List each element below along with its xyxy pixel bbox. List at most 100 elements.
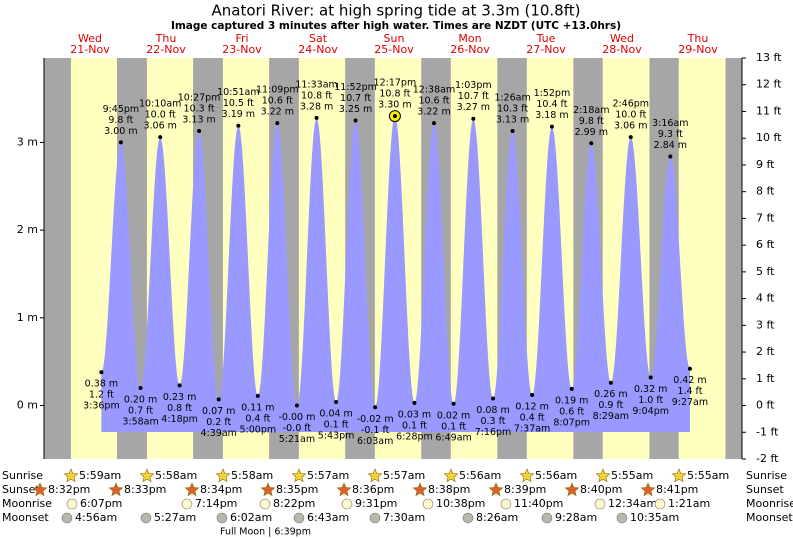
sunset-time: 8:33pm [124, 483, 166, 496]
day-date: 23-Nov [222, 43, 262, 56]
sunrise-time: 5:55am [687, 469, 729, 482]
moonrise-time: 10:38pm [436, 497, 485, 510]
moonset-icon [140, 512, 152, 524]
extreme-dot [530, 393, 535, 398]
moonrise-time: 12:34am [608, 497, 657, 510]
extreme-label: 12:17pm [374, 78, 417, 89]
sunrise-icon [671, 468, 687, 483]
extreme-label: 0.9 ft [598, 400, 623, 411]
extreme-dot [628, 135, 633, 140]
moonset-time: 8:26am [476, 511, 518, 524]
sunrise-time: 5:56am [535, 469, 577, 482]
sunset-time: 8:39pm [504, 483, 546, 496]
day-name: Sat [309, 32, 328, 45]
day-date: 26-Nov [450, 43, 490, 56]
row-label: Moonset [2, 511, 49, 524]
y2-tick-label: 11 ft [756, 104, 782, 117]
sunset-time: 8:35pm [276, 483, 318, 496]
moonset-icon [462, 512, 474, 524]
extreme-label: 0.1 ft [324, 420, 349, 431]
row-label: Moonset [746, 511, 793, 524]
moonrise-time: 11:40pm [514, 497, 563, 510]
extreme-label: 3.06 m [143, 121, 176, 132]
sunrise-icon [443, 468, 459, 483]
extreme-label: 0.04 m [319, 409, 352, 420]
extreme-label: 0.26 m [594, 389, 627, 400]
y2-tick-label: 9 ft [756, 158, 775, 171]
extreme-label: 10.0 ft [145, 110, 176, 121]
moonset-icon [216, 512, 228, 524]
extreme-label: 11:52pm [334, 82, 377, 93]
extreme-label: 10.5 ft [223, 98, 254, 109]
day-date: 27-Nov [526, 43, 566, 56]
day-date: 29-Nov [678, 43, 718, 56]
extreme-label: 9.3 ft [658, 129, 683, 140]
y2-tick-label: 12 ft [756, 78, 782, 91]
extreme-label: 10.7 ft [458, 91, 489, 102]
extreme-dot [294, 403, 299, 408]
extreme-label: 2:18am [573, 105, 609, 116]
extreme-label: 1.4 ft [677, 386, 702, 397]
extreme-dot [491, 396, 496, 401]
sunrise-time: 5:57am [307, 469, 349, 482]
extreme-label: 9:27am [672, 397, 708, 408]
extreme-label: 2.84 m [654, 140, 687, 151]
day-date: 25-Nov [374, 43, 414, 56]
extreme-dot [314, 115, 319, 120]
extreme-dot [549, 124, 554, 129]
sunset-icon [32, 482, 48, 497]
moonrise-icon [422, 498, 434, 510]
extreme-label: -0.0 ft [283, 423, 312, 434]
extreme-label: 0.19 m [555, 395, 588, 406]
extreme-dot [569, 386, 574, 391]
sunrise-time: 5:58am [155, 469, 197, 482]
extreme-label: 3:58am [122, 416, 158, 427]
y2-tick-label: 4 ft [756, 292, 775, 305]
y-tick-label: 0 m [17, 399, 38, 412]
sunrise-time: 5:57am [383, 469, 425, 482]
extreme-label: 1:03pm [455, 80, 492, 91]
extreme-label: 3.06 m [614, 121, 647, 132]
sunrise-time: 5:58am [231, 469, 273, 482]
row-label: Sunset [746, 483, 784, 496]
sunset-icon [184, 482, 200, 497]
day-name: Sun [384, 32, 405, 45]
y-tick-label: 3 m [17, 135, 38, 148]
moonset-time: 7:30am [383, 511, 425, 524]
y2-tick-label: 1 ft [756, 372, 775, 385]
y2-tick-label: -1 ft [756, 425, 779, 438]
sunrise-icon [519, 468, 535, 483]
sunset-icon [564, 482, 580, 497]
extreme-dot [99, 370, 104, 375]
extreme-label: 10.8 ft [379, 89, 410, 100]
moonset-time: 4:56am [75, 511, 117, 524]
row-label: Sunrise [746, 469, 787, 482]
y2-tick-label: -2 ft [756, 452, 779, 465]
sunset-time: 8:36pm [352, 483, 394, 496]
extreme-label: 3.00 m [104, 126, 137, 137]
sunset-icon [412, 482, 428, 497]
extreme-label: 0.3 ft [480, 416, 505, 427]
extreme-label: 10.6 ft [262, 96, 293, 107]
row-label: Sunrise [2, 469, 43, 482]
sunset-time: 8:38pm [428, 483, 470, 496]
extreme-label: 10:10am [139, 99, 181, 110]
moonrise-time: 6:07pm [80, 497, 122, 510]
extreme-label: 0.12 m [515, 402, 548, 413]
moonset-time: 5:27am [154, 511, 196, 524]
extreme-label: 3:36pm [83, 401, 120, 412]
extreme-label: 6:28pm [396, 431, 433, 442]
extreme-label: 0.11 m [241, 402, 274, 413]
extreme-label: 10.0 ft [615, 110, 646, 121]
day-name: Wed [78, 32, 102, 45]
extreme-label: 7:37am [514, 424, 550, 435]
extreme-label: 5:00pm [240, 424, 277, 435]
extreme-dot [471, 116, 476, 121]
moonset-time: 10:35am [630, 511, 679, 524]
extreme-label: 1.2 ft [89, 390, 114, 401]
day-name: Thu [687, 32, 709, 45]
y2-tick-label: 13 ft [756, 51, 782, 64]
extreme-label: 3.30 m [378, 100, 411, 111]
extreme-dot [275, 121, 280, 126]
